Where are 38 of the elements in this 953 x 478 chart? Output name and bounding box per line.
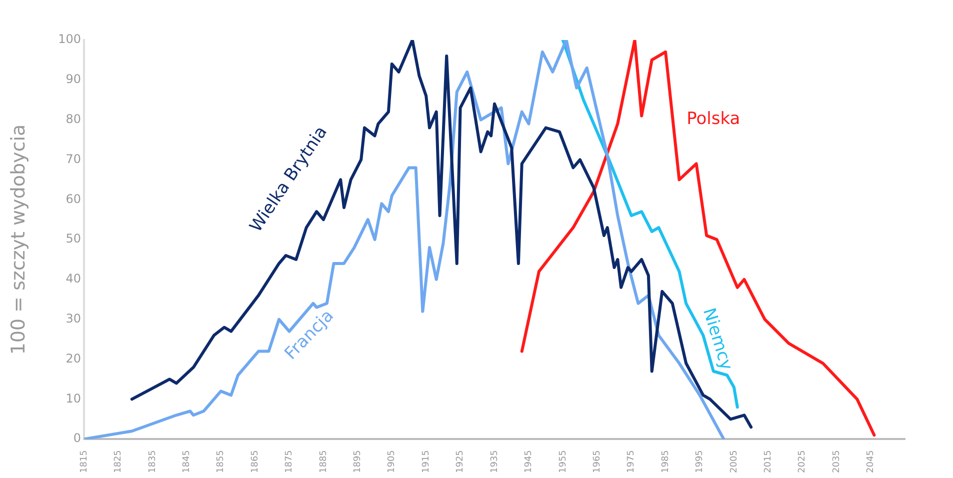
y-tick-label: 10 (66, 391, 81, 406)
series-label: Polska (686, 109, 740, 130)
text: Niemcy (698, 306, 736, 373)
x-tick-label: 1905 (387, 450, 398, 473)
y-tick-label: 40 (66, 272, 81, 286)
x-tick-label: 1815 (79, 450, 90, 473)
y-tick-label: 80 (66, 112, 81, 126)
x-tick-label: 1845 (182, 450, 192, 473)
y-tick-label: 20 (66, 351, 81, 366)
x-tick-label: 1955 (558, 450, 568, 473)
x-tick-label: 2035 (832, 450, 842, 473)
x-tick-label: 1855 (216, 450, 226, 473)
y-axis-title: 100 = szczyt wydobycia (7, 124, 30, 355)
x-tick-label: 1935 (490, 450, 500, 473)
x-tick-label: 2005 (729, 450, 740, 473)
x-tick-label: 1995 (695, 450, 706, 473)
y-tick-label: 100 (58, 32, 81, 46)
x-tick-label: 1885 (318, 450, 329, 473)
y-tick-label: 60 (66, 192, 81, 206)
x-tick-label: 2015 (764, 450, 774, 473)
y-tick-label: 0 (73, 431, 81, 446)
x-tick-label: 1865 (250, 450, 260, 473)
x-tick-label: 1925 (456, 450, 466, 473)
x-tick-label: 1975 (626, 450, 637, 473)
x-tick-label: 2045 (866, 450, 876, 473)
y-tick-label: 30 (66, 311, 81, 326)
x-tick-label: 1985 (660, 450, 671, 473)
y-tick-label: 90 (66, 72, 81, 86)
x-tick-label: 1835 (148, 450, 158, 473)
x-tick-label: 1965 (592, 450, 602, 473)
x-tick-label: 1915 (421, 450, 432, 473)
x-tick-label: 1895 (353, 450, 364, 473)
y-tick-label: 70 (66, 152, 81, 166)
x-tick-label: 1875 (284, 450, 295, 473)
x-tick-label: 1945 (524, 450, 534, 473)
x-tick-label: 1825 (114, 450, 124, 473)
y-tick-label: 50 (66, 232, 81, 246)
x-tick-label: 2025 (798, 450, 808, 473)
